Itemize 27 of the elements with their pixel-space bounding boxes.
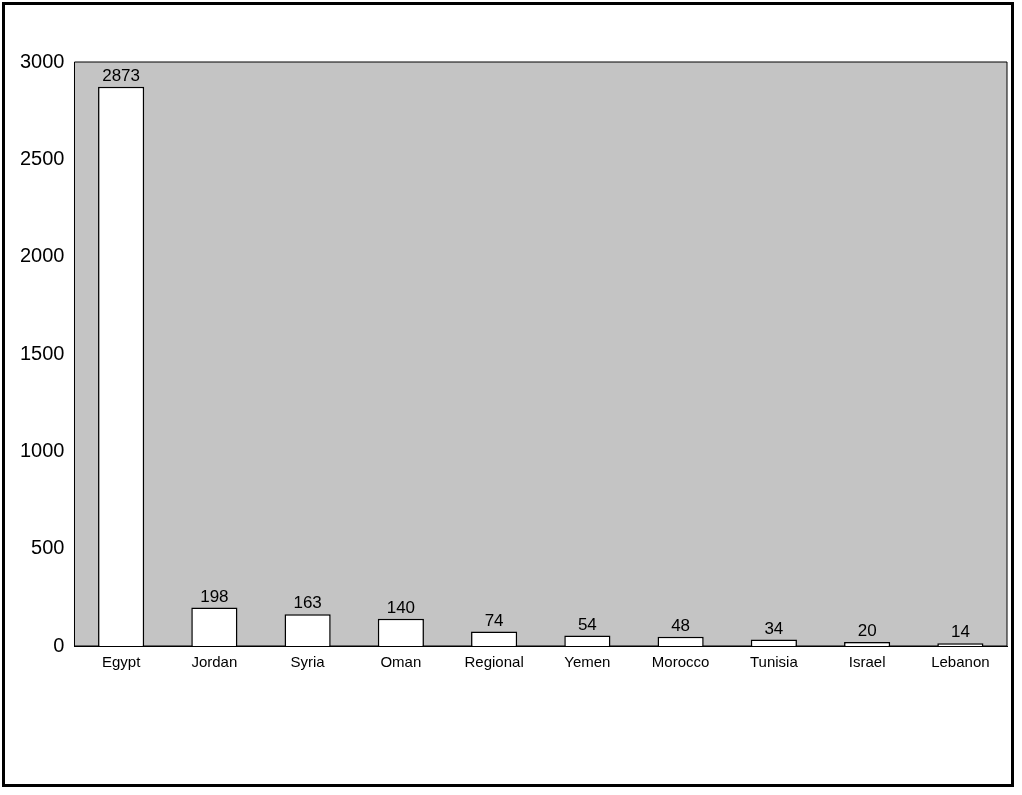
data-label: 54 bbox=[577, 614, 597, 634]
x-tick-label: Jordan bbox=[191, 653, 238, 671]
y-tick-label: 500 bbox=[31, 536, 65, 559]
data-label: 163 bbox=[293, 593, 322, 613]
y-tick-label: 2500 bbox=[19, 146, 65, 169]
data-label: 34 bbox=[764, 618, 784, 638]
x-tick-label: Israel bbox=[848, 653, 886, 671]
y-tick-label: 0 bbox=[53, 633, 65, 656]
data-label: 198 bbox=[200, 586, 229, 606]
data-label: 14 bbox=[950, 622, 970, 642]
x-tick-label: Regional bbox=[464, 653, 524, 671]
y-tick-label: 1500 bbox=[19, 341, 65, 364]
x-tick-label: Lebanon bbox=[931, 653, 990, 671]
x-tick-label: Oman bbox=[380, 653, 422, 671]
data-label: 140 bbox=[386, 597, 416, 617]
x-tick-label: Yemen bbox=[564, 653, 611, 671]
x-tick-label: Egypt bbox=[101, 653, 142, 671]
data-label: 48 bbox=[671, 615, 691, 635]
x-tick-label: Syria bbox=[290, 653, 326, 671]
y-tick-label: 2000 bbox=[19, 244, 65, 267]
data-label: 2873 bbox=[102, 65, 141, 85]
y-tick-label: 1000 bbox=[19, 438, 65, 461]
data-label: 74 bbox=[484, 610, 504, 630]
data-label: 20 bbox=[857, 621, 877, 641]
x-tick-label: Morocco bbox=[651, 653, 710, 671]
x-tick-label: Tunisia bbox=[749, 653, 799, 671]
y-tick-label: 3000 bbox=[19, 49, 65, 72]
